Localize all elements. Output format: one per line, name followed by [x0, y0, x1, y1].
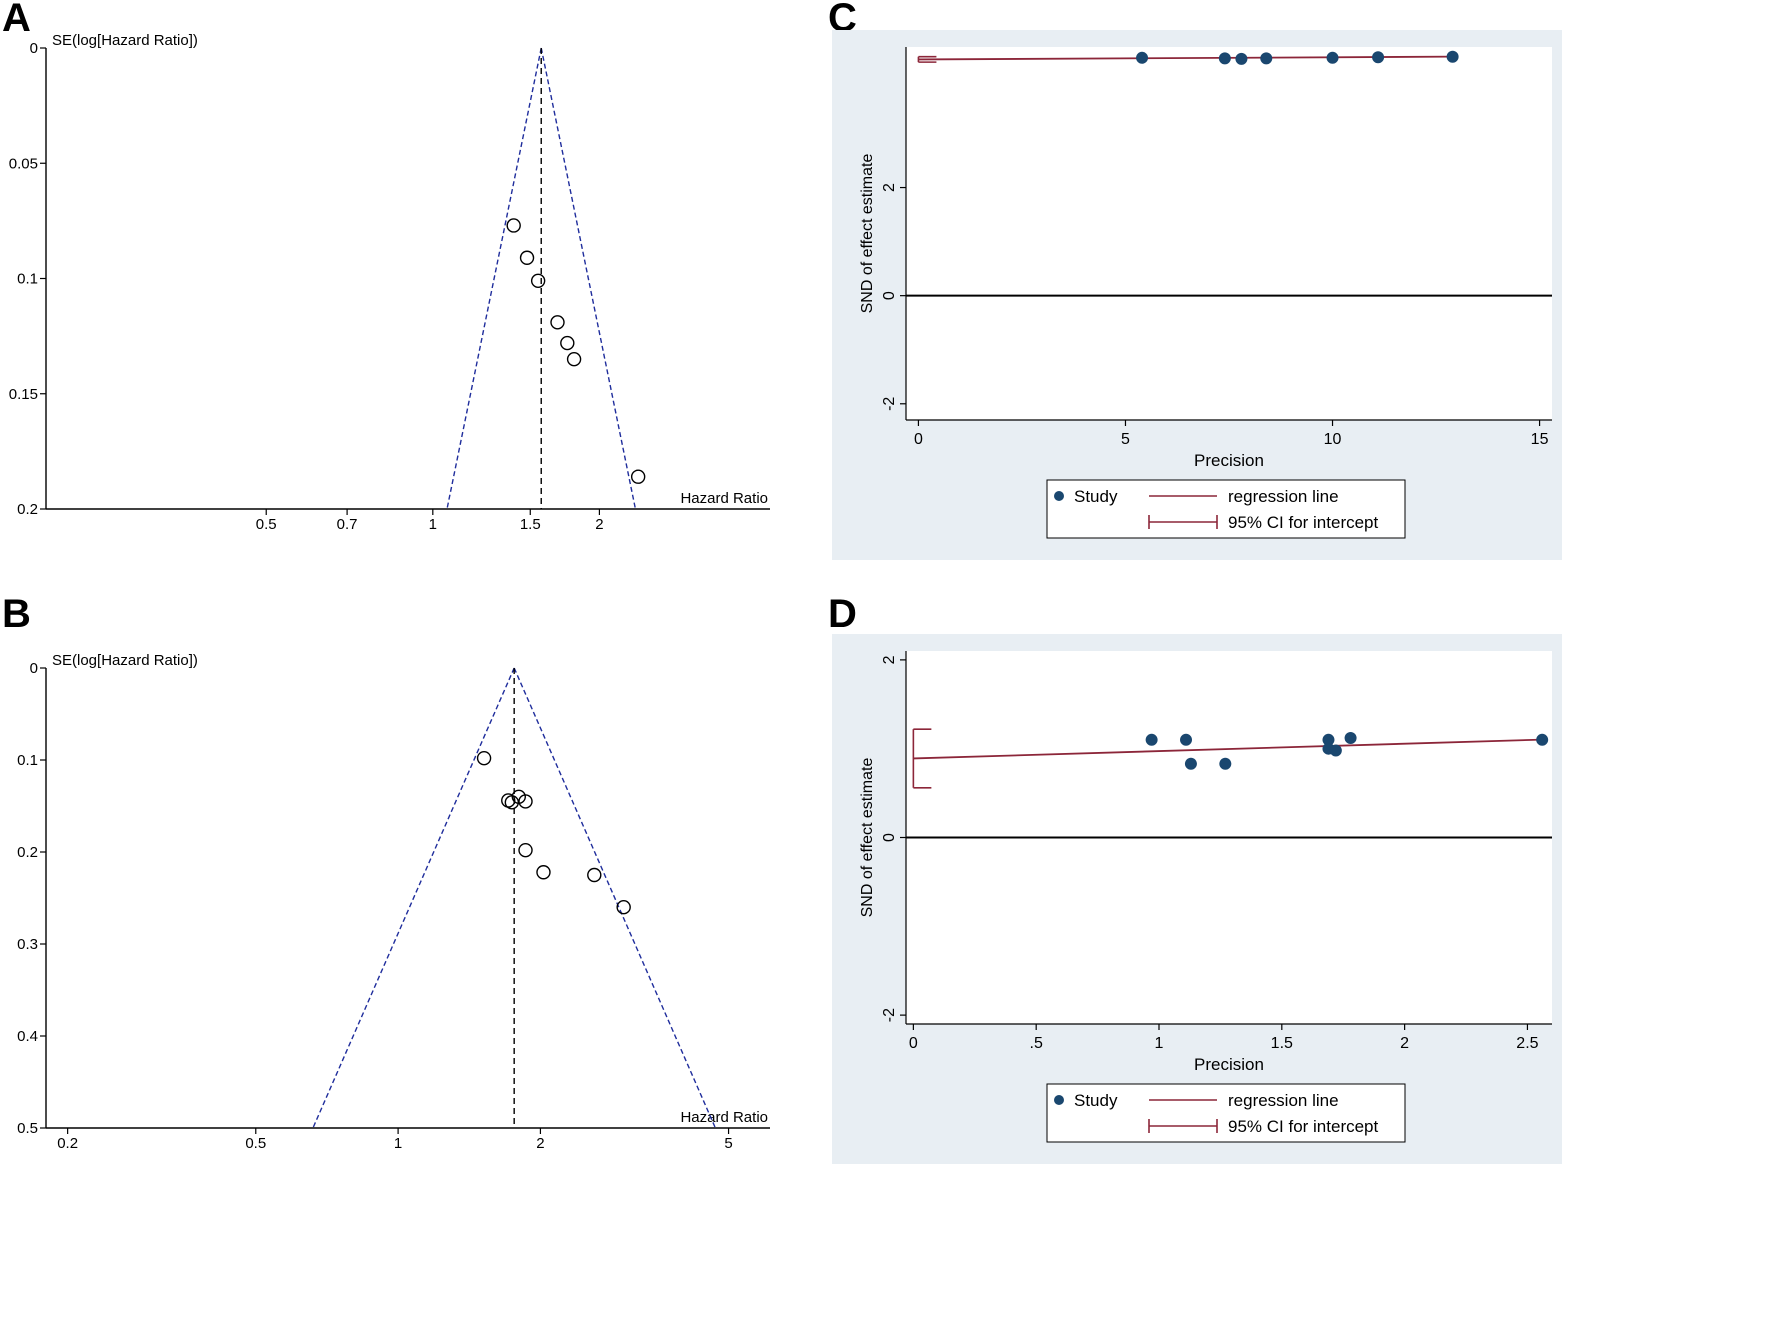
study-point	[550, 315, 565, 330]
legend-box	[1046, 479, 1406, 539]
legend-ci-label: 95% CI for intercept	[1228, 513, 1379, 532]
study-point	[566, 351, 582, 367]
funnel-plot-a: 0 0.05 0.1 0.15 0.2 0.5 0.7 1 1.5 2 SE(log[Hazard …	[9, 32, 770, 533]
x-tick-label: .5	[1030, 1035, 1043, 1052]
legend-regression-label: regression line	[1228, 1091, 1339, 1110]
x-tick-label: 1	[1155, 1035, 1164, 1052]
y-tick-label: 2	[881, 655, 898, 664]
legend-box	[1046, 1083, 1406, 1143]
study-point	[1180, 733, 1193, 746]
legend-study-label: Study	[1074, 487, 1118, 506]
y-tick-label: 0	[30, 660, 38, 677]
study-point	[1218, 52, 1231, 65]
x-tick-label: 5	[1121, 431, 1130, 448]
y-tick-label: 0.5	[17, 1120, 38, 1137]
y-tick-label: 0.15	[9, 386, 38, 403]
y-tick-label: 0	[881, 291, 898, 300]
study-point	[530, 273, 546, 289]
legend-study-marker	[1054, 1095, 1064, 1105]
study-point	[506, 218, 521, 233]
study-point	[1536, 733, 1549, 746]
plot-region	[906, 47, 1552, 420]
study-point	[630, 469, 646, 484]
study-point	[560, 335, 575, 351]
x-axis-title: Precision	[1194, 1055, 1264, 1074]
funnel-plot-b: 0 0.1 0.2 0.3 0.4 0.5 0.2 0.5 1 2 5 SE(log[Hazard R…	[17, 652, 770, 1152]
panel-letter-d: D	[828, 592, 857, 636]
study-point	[518, 842, 533, 858]
x-axis-title: Precision	[1194, 451, 1264, 470]
study-point	[1219, 757, 1232, 770]
x-tick-label: 0.7	[337, 516, 358, 533]
x-tick-label: 15	[1531, 431, 1549, 448]
x-axis-title: Hazard Ratio	[680, 1109, 768, 1126]
study-point	[587, 867, 602, 883]
legend-ci-label: 95% CI for intercept	[1228, 1117, 1379, 1136]
y-axis-title: SE(log[Hazard Ratio])	[52, 32, 198, 49]
study-point	[1145, 733, 1158, 746]
egger-plot-c: -2 0 2 0 5 10 15 Precision SND of effect estimat…	[859, 47, 1552, 539]
y-tick-label: 0	[30, 40, 38, 57]
y-axis-title: SE(log[Hazard Ratio])	[52, 652, 198, 669]
y-tick-label: 0.1	[17, 271, 38, 288]
x-tick-label: 0.5	[245, 1135, 266, 1152]
x-tick-label: 5	[724, 1135, 732, 1152]
egger-plot-d: -2 0 2 0 .5 1 1.5 2 2.5 Precision SND of effect es…	[859, 651, 1552, 1143]
y-tick-label: 0	[881, 833, 898, 842]
legend-regression-label: regression line	[1228, 487, 1339, 506]
funnel-left-limit	[446, 47, 542, 510]
x-tick-label: 1.5	[520, 516, 541, 533]
study-point	[1344, 732, 1357, 745]
x-tick-label: 10	[1324, 431, 1342, 448]
study-point	[1235, 52, 1248, 65]
y-tick-label: 0.2	[17, 501, 38, 518]
regression-line	[913, 738, 1543, 760]
y-tick-label: 0.05	[9, 155, 38, 172]
funnel-right-limit	[513, 667, 717, 1129]
y-tick-label: 0.1	[17, 752, 38, 769]
study-point	[1136, 51, 1149, 64]
study-point	[519, 250, 535, 265]
regression-line	[918, 55, 1453, 61]
y-axis-title: SND of effect estimate	[859, 758, 876, 918]
y-axis-title: SND of effect estimate	[859, 154, 876, 314]
y-tick-label: 0.3	[17, 936, 38, 953]
y-tick-label: 2	[881, 183, 898, 192]
study-point	[536, 865, 551, 880]
study-point	[476, 750, 492, 766]
y-tick-label: 0.2	[17, 844, 38, 861]
y-tick-label: -2	[881, 397, 898, 411]
study-point	[1329, 744, 1342, 757]
legend-study-label: Study	[1074, 1091, 1118, 1110]
study-point	[1326, 51, 1339, 64]
funnel-right-limit	[540, 47, 637, 510]
x-tick-label: 1	[394, 1135, 402, 1152]
x-tick-label: 1	[429, 516, 437, 533]
x-tick-label: 2	[536, 1135, 544, 1152]
study-point	[1446, 50, 1459, 63]
x-axis-title: Hazard Ratio	[680, 490, 768, 507]
study-point	[1372, 51, 1385, 64]
x-tick-label: 0	[914, 431, 923, 448]
x-tick-label: 2	[1400, 1035, 1409, 1052]
x-tick-label: 2.5	[1516, 1035, 1538, 1052]
study-point	[1184, 757, 1197, 770]
legend-study-marker	[1054, 491, 1064, 501]
study-point	[616, 900, 631, 915]
panel-letter-a: A	[2, 0, 31, 40]
y-tick-label: -2	[881, 1008, 898, 1022]
x-tick-label: 1.5	[1271, 1035, 1293, 1052]
x-tick-label: 0.2	[57, 1135, 78, 1152]
x-tick-label: 2	[595, 516, 603, 533]
x-tick-label: 0	[909, 1035, 918, 1052]
y-tick-label: 0.4	[17, 1028, 38, 1045]
panel-letter-b: B	[2, 592, 31, 636]
funnel-left-limit	[312, 667, 515, 1129]
x-tick-label: 0.5	[256, 516, 277, 533]
study-point	[1260, 52, 1273, 65]
study-point	[518, 794, 533, 809]
